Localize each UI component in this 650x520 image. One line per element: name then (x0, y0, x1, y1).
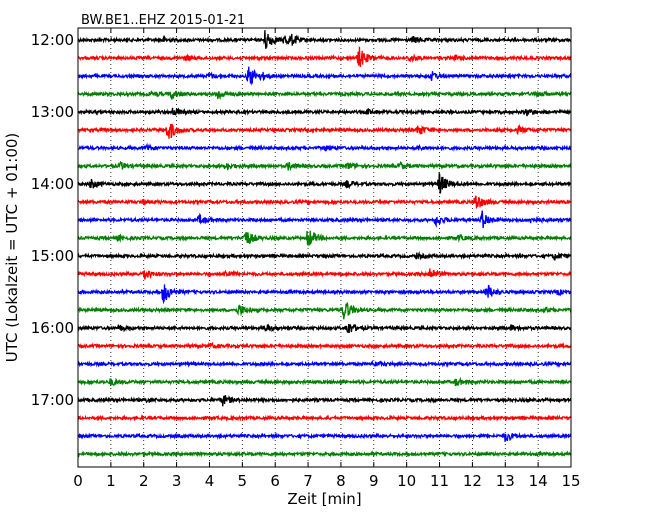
trace-line (77, 414, 572, 422)
trace-line (77, 107, 572, 117)
x-tick-label: 4 (205, 472, 215, 490)
y-axis: 12:00 13:00 14:00 15:00 16:00 17:00 (31, 31, 571, 409)
trace-line (77, 341, 572, 350)
trace-line (77, 268, 572, 280)
trace-line (77, 284, 572, 305)
trace-line (77, 90, 572, 101)
x-tick-label: 6 (270, 472, 280, 490)
y-tick-label: 17:00 (31, 391, 74, 409)
x-tick-label: 1 (106, 472, 116, 490)
trace-line (77, 195, 572, 209)
y-tick-label: 13:00 (31, 103, 74, 121)
trace-line (77, 46, 572, 67)
trace-line (77, 160, 572, 172)
trace-line (77, 171, 572, 194)
trace-line (77, 302, 572, 320)
trace-line (77, 30, 572, 49)
trace-group (77, 30, 572, 458)
trace-line (77, 432, 572, 442)
trace-line (77, 359, 572, 368)
y-tick-label: 15:00 (31, 247, 74, 265)
trace-line (77, 376, 572, 387)
x-tick-label: 0 (73, 472, 83, 490)
x-tick-label: 2 (139, 472, 149, 490)
trace-line (77, 123, 572, 139)
x-tick-label: 3 (172, 472, 182, 490)
trace-line (77, 394, 572, 407)
y-axis-label: UTC (Lokalzeit = UTC + 01:00) (3, 133, 21, 363)
x-tick-label: 14 (529, 472, 548, 490)
y-tick-label: 14:00 (31, 175, 74, 193)
y-tick-label: 16:00 (31, 319, 74, 337)
x-tick-label: 11 (430, 472, 449, 490)
trace-line (77, 230, 572, 247)
x-tick-label: 15 (561, 472, 580, 490)
plot-frame (77, 27, 572, 468)
x-axis-label: Zeit [min] (287, 490, 361, 508)
x-axis: 0 1 2 3 4 5 6 7 8 9 10 11 12 13 14 15 (73, 28, 581, 490)
trace-line (77, 66, 572, 86)
x-tick-label: 7 (303, 472, 313, 490)
trace-line (77, 323, 572, 334)
x-tick-label: 12 (463, 472, 482, 490)
x-tick-label: 8 (336, 472, 346, 490)
y-tick-label: 12:00 (31, 31, 74, 49)
x-tick-label: 9 (369, 472, 379, 490)
x-tick-label: 5 (238, 472, 248, 490)
trace-line (77, 142, 572, 152)
x-tick-label: 10 (397, 472, 416, 490)
trace-line (77, 450, 572, 458)
chart-title: BW.BE1..EHZ 2015-01-21 (81, 13, 245, 28)
x-tick-label: 13 (496, 472, 515, 490)
trace-line (77, 210, 572, 229)
trace-line (77, 250, 572, 261)
